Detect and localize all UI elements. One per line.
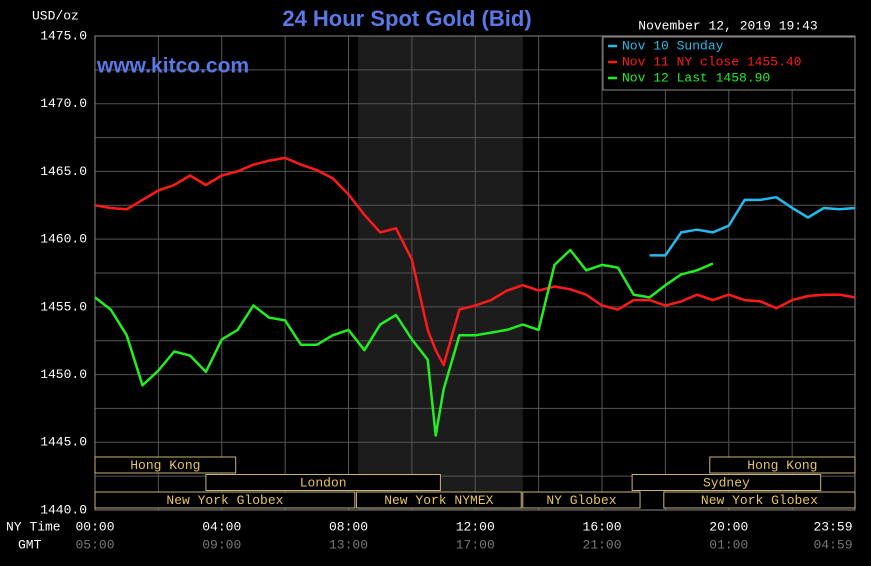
legend-label: Nov 11 NY close 1455.40 [622, 54, 801, 69]
x2-tick-label: 13:00 [329, 537, 368, 552]
y-tick-label: 1460.0 [40, 232, 87, 247]
y-tick-label: 1470.0 [40, 96, 87, 111]
legend-box [602, 36, 856, 91]
session-band [94, 456, 237, 474]
session-label: London [300, 475, 347, 490]
y-tick-label: 1465.0 [40, 164, 87, 179]
y-tick-label: 1475.0 [40, 28, 87, 43]
session-label: Sydney [703, 475, 750, 490]
chart-title: 24 Hour Spot Gold (Bid) [282, 6, 531, 31]
y-tick-label: 1450.0 [40, 367, 87, 382]
x2-tick-label: 05:00 [75, 537, 114, 552]
x-tick-label: 23:59 [813, 519, 852, 534]
session-label: NY Globex [546, 493, 616, 508]
y-axis-label: USD/oz [32, 8, 79, 23]
session-band [631, 474, 822, 491]
series-line [94, 156, 856, 367]
x2-tick-label: 09:00 [202, 537, 241, 552]
x2-tick-label: 04:59 [813, 537, 852, 552]
session-band [709, 456, 856, 474]
x2-axis-label: GMT [18, 537, 42, 552]
x-tick-label: 20:00 [709, 519, 748, 534]
session-label: New York Globex [701, 493, 818, 508]
x-tick-label: 00:00 [75, 519, 114, 534]
y-tick-label: 1445.0 [40, 435, 87, 450]
x-tick-label: 12:00 [456, 519, 495, 534]
x2-tick-label: 01:00 [709, 537, 748, 552]
x2-tick-label: 21:00 [583, 537, 622, 552]
session-label: Hong Kong [747, 458, 817, 473]
y-tick-label: 1440.0 [40, 502, 87, 517]
x2-tick-label: 17:00 [456, 537, 495, 552]
session-band [663, 491, 856, 509]
y-tick-label: 1455.0 [40, 299, 87, 314]
series-line [94, 248, 714, 437]
session-label: New York NYMEX [384, 493, 493, 508]
legend-label: Nov 10 Sunday [622, 38, 724, 53]
session-band [94, 491, 356, 509]
x-axis-label: NY Time [6, 519, 61, 534]
session-band [205, 474, 441, 491]
session-band [355, 491, 522, 509]
session-label: Hong Kong [130, 458, 200, 473]
legend-label: Nov 12 Last 1458.90 [622, 70, 770, 85]
series-line [649, 195, 856, 257]
x-tick-label: 16:00 [583, 519, 622, 534]
session-label: New York Globex [166, 493, 283, 508]
plot-frame [94, 35, 856, 511]
site-annotation: www.kitco.com [96, 55, 249, 78]
x-tick-label: 04:00 [202, 519, 241, 534]
x-tick-label: 08:00 [329, 519, 368, 534]
chart-subtitle: November 12, 2019 19:43 [638, 18, 817, 33]
session-band [522, 491, 641, 509]
